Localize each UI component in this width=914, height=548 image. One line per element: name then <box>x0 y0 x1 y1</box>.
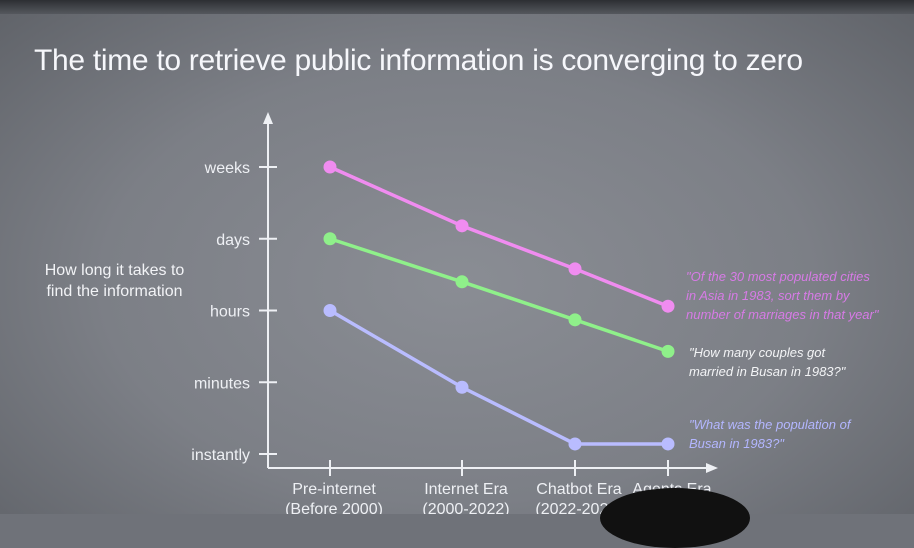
y-axis-label: How long it takes to find the informatio… <box>44 262 185 300</box>
x-tick-label: Chatbot Era <box>536 481 621 498</box>
data-point <box>661 299 675 313</box>
data-point <box>455 275 469 289</box>
y-axis-arrow <box>263 112 273 124</box>
series-line-1 <box>329 237 669 354</box>
slide-title: The time to retrieve public information … <box>34 44 803 77</box>
series-line-0 <box>329 165 669 308</box>
series-annotation: Busan in 1983?" <box>689 436 785 451</box>
series-annotation: in Asia in 1983, sort them by <box>686 288 851 303</box>
data-point <box>568 262 582 276</box>
series-annotation: "How many couples got <box>689 345 827 360</box>
x-tick-label: Internet Era <box>424 481 508 498</box>
y-tick-label-days: days <box>216 232 250 249</box>
top-bar <box>0 0 914 14</box>
y-tick-label-hours: hours <box>210 304 250 321</box>
line-chart: instantly minutes hours days weeks Pre-intern… <box>191 112 880 514</box>
y-tick-label-minutes: minutes <box>194 375 250 392</box>
data-point <box>323 160 337 174</box>
x-tick-label-sub: (2000-2022) <box>422 501 509 514</box>
slide <box>0 0 914 514</box>
series-line-2 <box>329 308 668 446</box>
data-point <box>323 232 337 246</box>
data-point <box>323 304 337 317</box>
audience-head <box>600 488 750 548</box>
series-annotation: "What was the population of <box>689 417 852 432</box>
data-point <box>661 344 675 358</box>
data-point <box>568 313 582 327</box>
data-point <box>455 219 469 233</box>
x-tick-label-sub: (Before 2000) <box>285 501 383 514</box>
x-tick-label: Pre-internet <box>292 481 376 498</box>
x-axis-arrow <box>706 463 718 473</box>
series-annotation: married in Busan in 1983?" <box>689 364 847 379</box>
data-point <box>568 437 582 451</box>
data-point <box>661 437 675 451</box>
y-tick-label-weeks: weeks <box>204 160 250 177</box>
y-tick-label-instantly: instantly <box>191 447 250 464</box>
data-point <box>455 380 469 394</box>
series-annotation: number of marriages in that year" <box>686 307 880 322</box>
series-annotation: "Of the 30 most populated cities <box>686 269 870 284</box>
